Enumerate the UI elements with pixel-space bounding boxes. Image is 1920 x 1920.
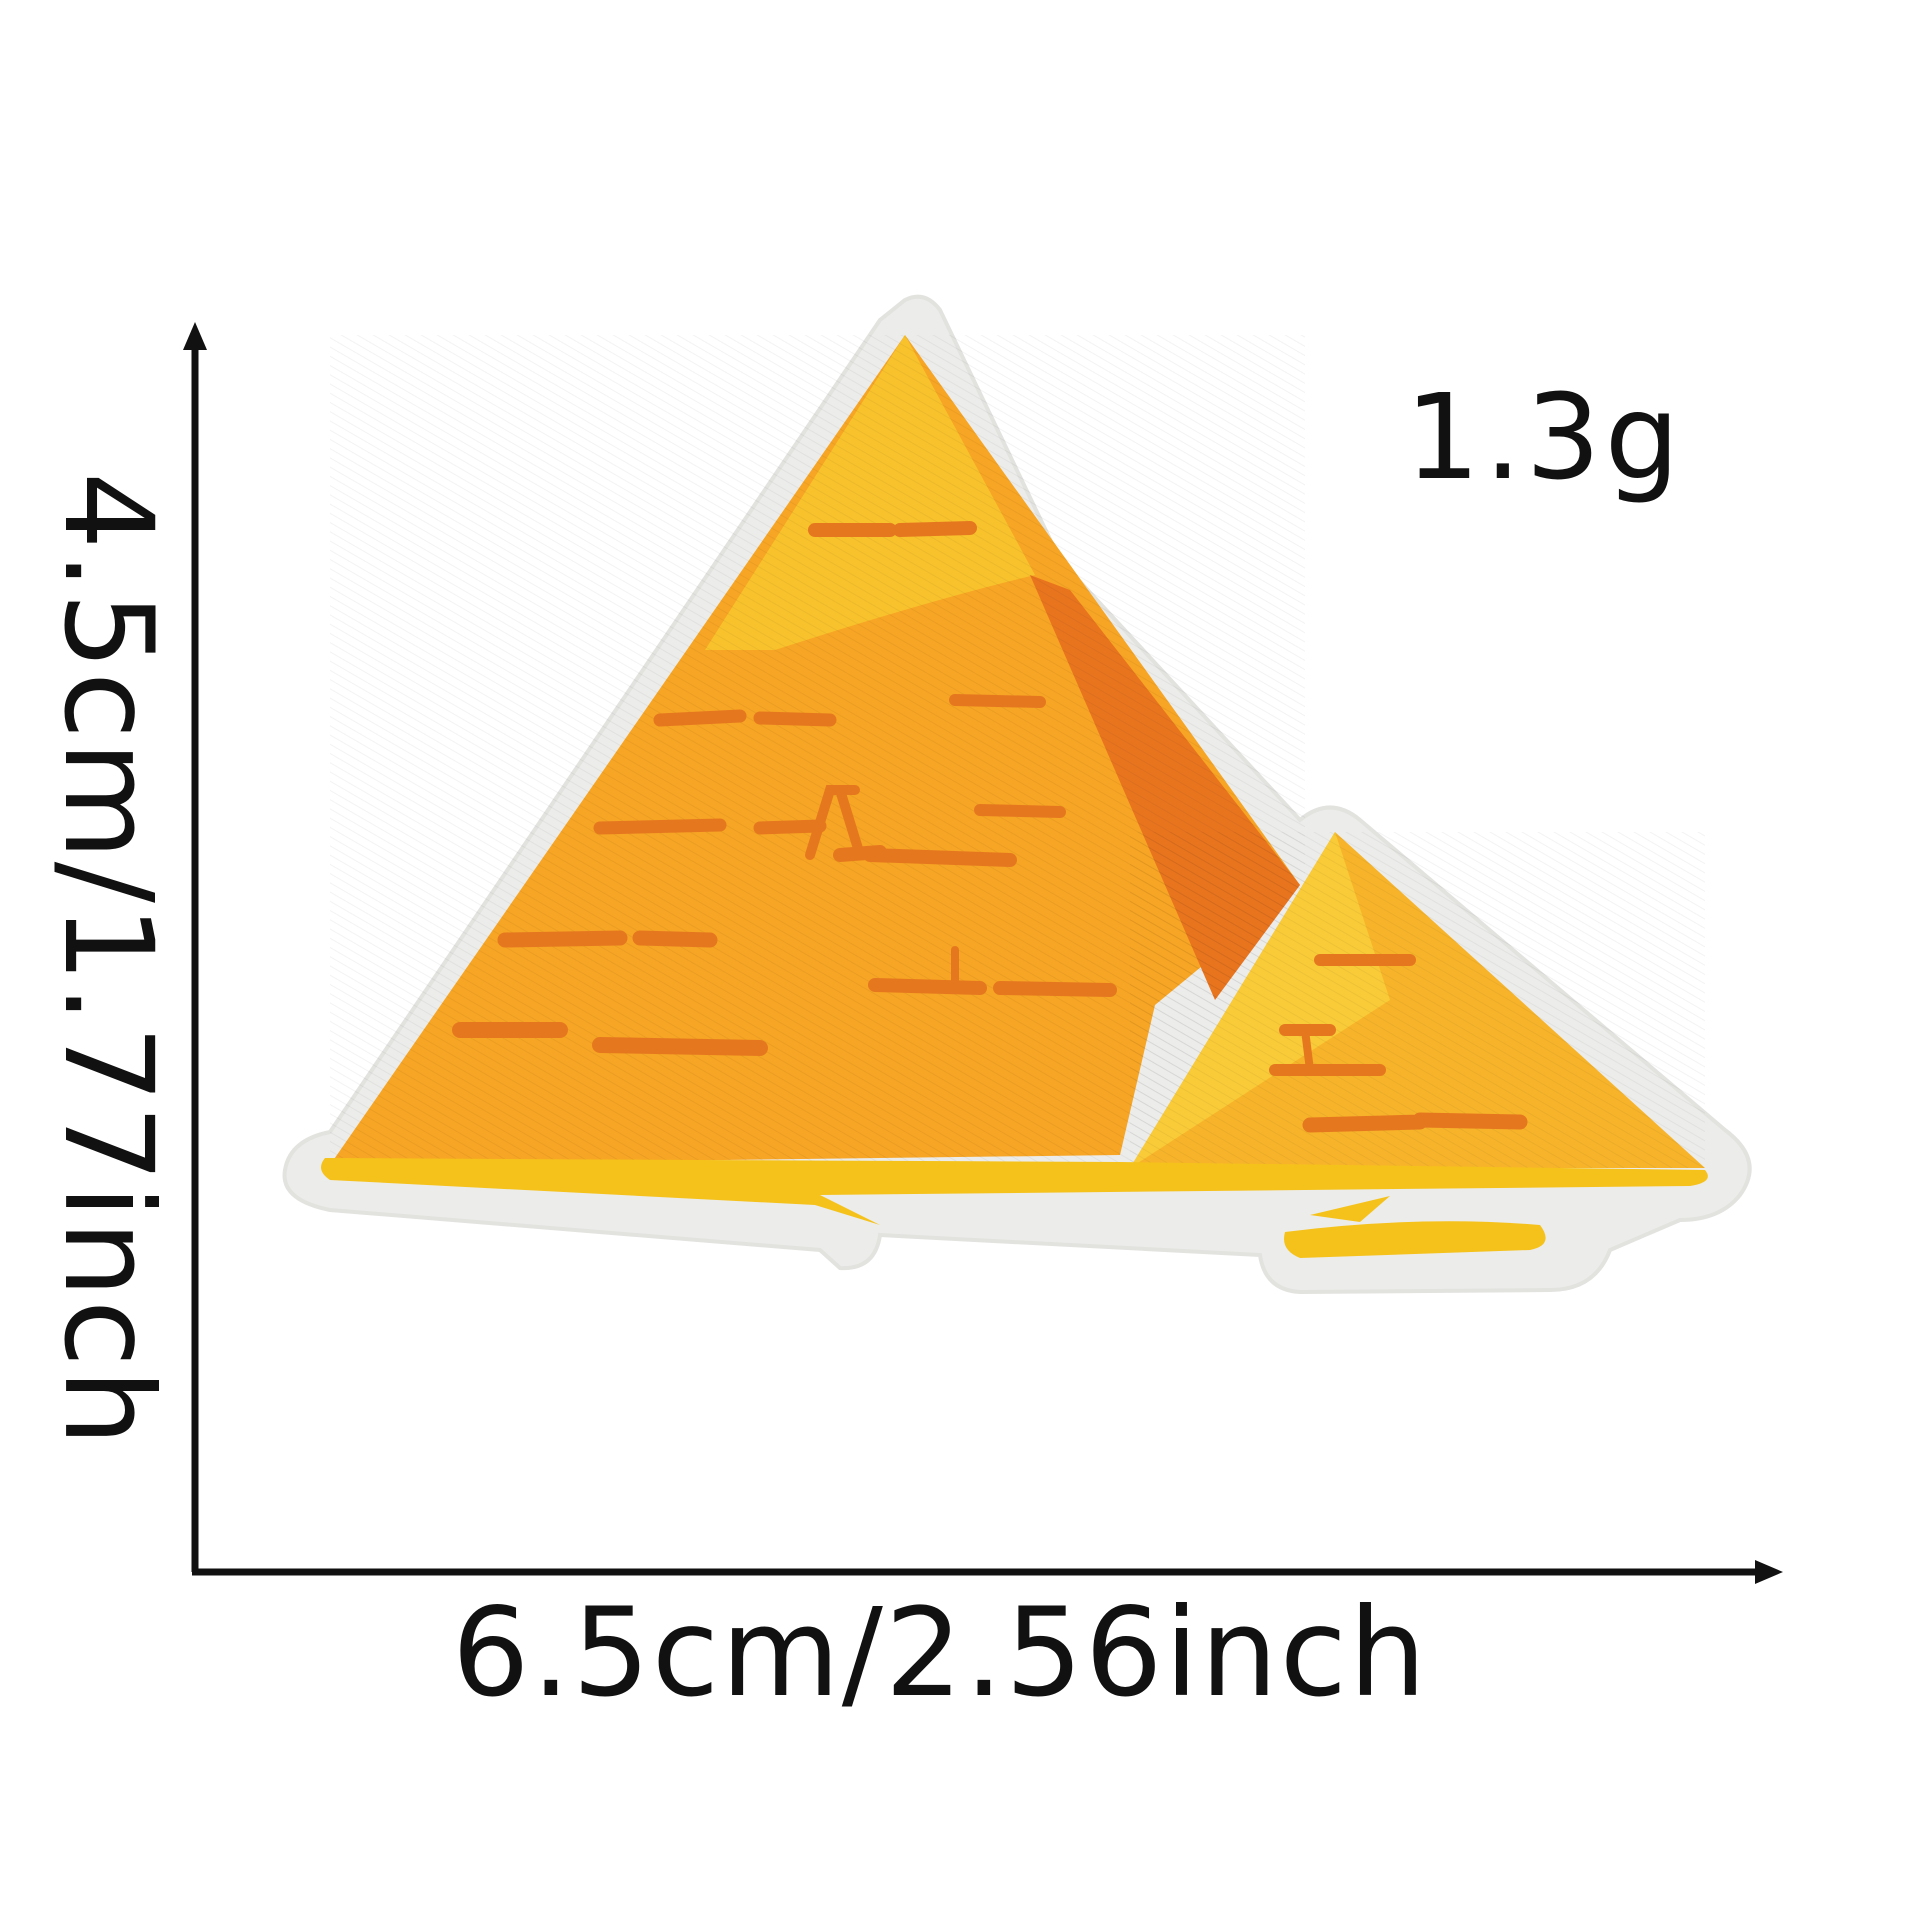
dimension-axes [183, 322, 1783, 1584]
ground-strip [321, 1158, 1708, 1225]
brick-stitch-lines [452, 521, 1528, 1133]
ground-strip-small [1284, 1221, 1546, 1258]
width-dimension-label: 6.5cm/2.56inch [451, 1582, 1429, 1724]
pyramid-patch [282, 294, 1752, 1295]
horizontal-axis-arrow-icon [1755, 1560, 1783, 1584]
height-dimension-label: 4.5cm/1.77inch [37, 471, 179, 1449]
vertical-axis-arrow-icon [183, 322, 207, 350]
weight-label: 1.3g [1405, 368, 1684, 506]
